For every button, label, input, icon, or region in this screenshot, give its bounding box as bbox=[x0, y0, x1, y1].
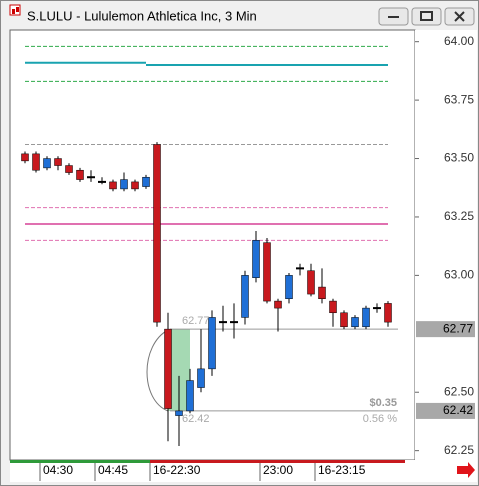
app-icon-bar bbox=[16, 7, 19, 12]
candle-body bbox=[32, 153, 40, 171]
annotation: 0.56 % bbox=[363, 413, 397, 425]
candle-body bbox=[142, 176, 150, 187]
y-tick-label: 64.00 bbox=[444, 34, 474, 48]
candle-body bbox=[65, 165, 73, 173]
measure-highlight bbox=[168, 329, 190, 411]
app-icon-bar bbox=[12, 9, 15, 14]
x-tick-label: 04:45 bbox=[98, 463, 128, 477]
candle-body bbox=[285, 275, 293, 299]
candle-body bbox=[340, 312, 348, 328]
candle-body bbox=[197, 368, 205, 388]
candle-body bbox=[208, 317, 216, 370]
candle-body bbox=[109, 181, 117, 190]
price-marker-box bbox=[416, 402, 475, 419]
session-bar bbox=[10, 460, 150, 463]
button-frame[interactable] bbox=[411, 7, 442, 26]
x-tick-label: 16-23:15 bbox=[318, 463, 366, 477]
candle-body bbox=[351, 317, 359, 328]
candle-body bbox=[76, 169, 84, 180]
icon bbox=[454, 11, 465, 22]
scroll-arrow[interactable] bbox=[457, 462, 475, 478]
price-marker-label: 62.77 bbox=[443, 321, 473, 335]
y-tick-label: 63.50 bbox=[444, 151, 474, 165]
price-marker-label: 62.42 bbox=[443, 403, 473, 417]
y-tick-label: 63.00 bbox=[444, 268, 474, 282]
icon bbox=[420, 11, 433, 21]
close-button[interactable] bbox=[444, 7, 475, 26]
price-marker-box bbox=[416, 321, 475, 338]
y-tick-label: 62.25 bbox=[444, 443, 474, 457]
candle-body bbox=[131, 181, 139, 190]
annotation: $0.35 bbox=[369, 397, 397, 409]
candle-body bbox=[362, 307, 370, 328]
candle-body bbox=[241, 275, 249, 318]
candle-body bbox=[164, 328, 172, 409]
candle-body bbox=[384, 303, 392, 323]
window-title: S.LULU - Lululemon Athletica Inc, 3 Min bbox=[27, 8, 257, 23]
candle-body bbox=[307, 270, 315, 295]
annotation: 62.42 bbox=[182, 413, 210, 425]
candle-body bbox=[21, 153, 29, 162]
candle-body bbox=[252, 240, 260, 278]
x-tick-label: 23:00 bbox=[263, 463, 293, 477]
candle-body bbox=[318, 286, 326, 299]
candle-body bbox=[120, 179, 128, 190]
minimize-button[interactable] bbox=[378, 7, 409, 26]
x-axis-area bbox=[10, 460, 477, 482]
candle-body bbox=[43, 158, 51, 169]
session-bar bbox=[150, 460, 405, 463]
candle-body bbox=[263, 242, 271, 302]
y-axis-area bbox=[415, 30, 477, 460]
maximize-button[interactable] bbox=[411, 7, 442, 26]
plot-area bbox=[9, 29, 416, 461]
candle-body bbox=[274, 300, 282, 309]
candle-body bbox=[186, 380, 194, 412]
candle-body bbox=[54, 158, 62, 166]
x-tick-label: 04:30 bbox=[43, 463, 73, 477]
candle-body bbox=[175, 410, 183, 416]
y-tick-label: 63.75 bbox=[444, 92, 474, 106]
x-tick-label: 16-22:30 bbox=[153, 463, 201, 477]
annotation: 62.77 bbox=[182, 315, 210, 327]
candle-body bbox=[153, 144, 161, 323]
candle-body bbox=[329, 300, 337, 314]
y-tick-label: 63.25 bbox=[444, 209, 474, 223]
measure-arc bbox=[146, 329, 169, 412]
y-tick-label: 62.50 bbox=[444, 384, 474, 398]
